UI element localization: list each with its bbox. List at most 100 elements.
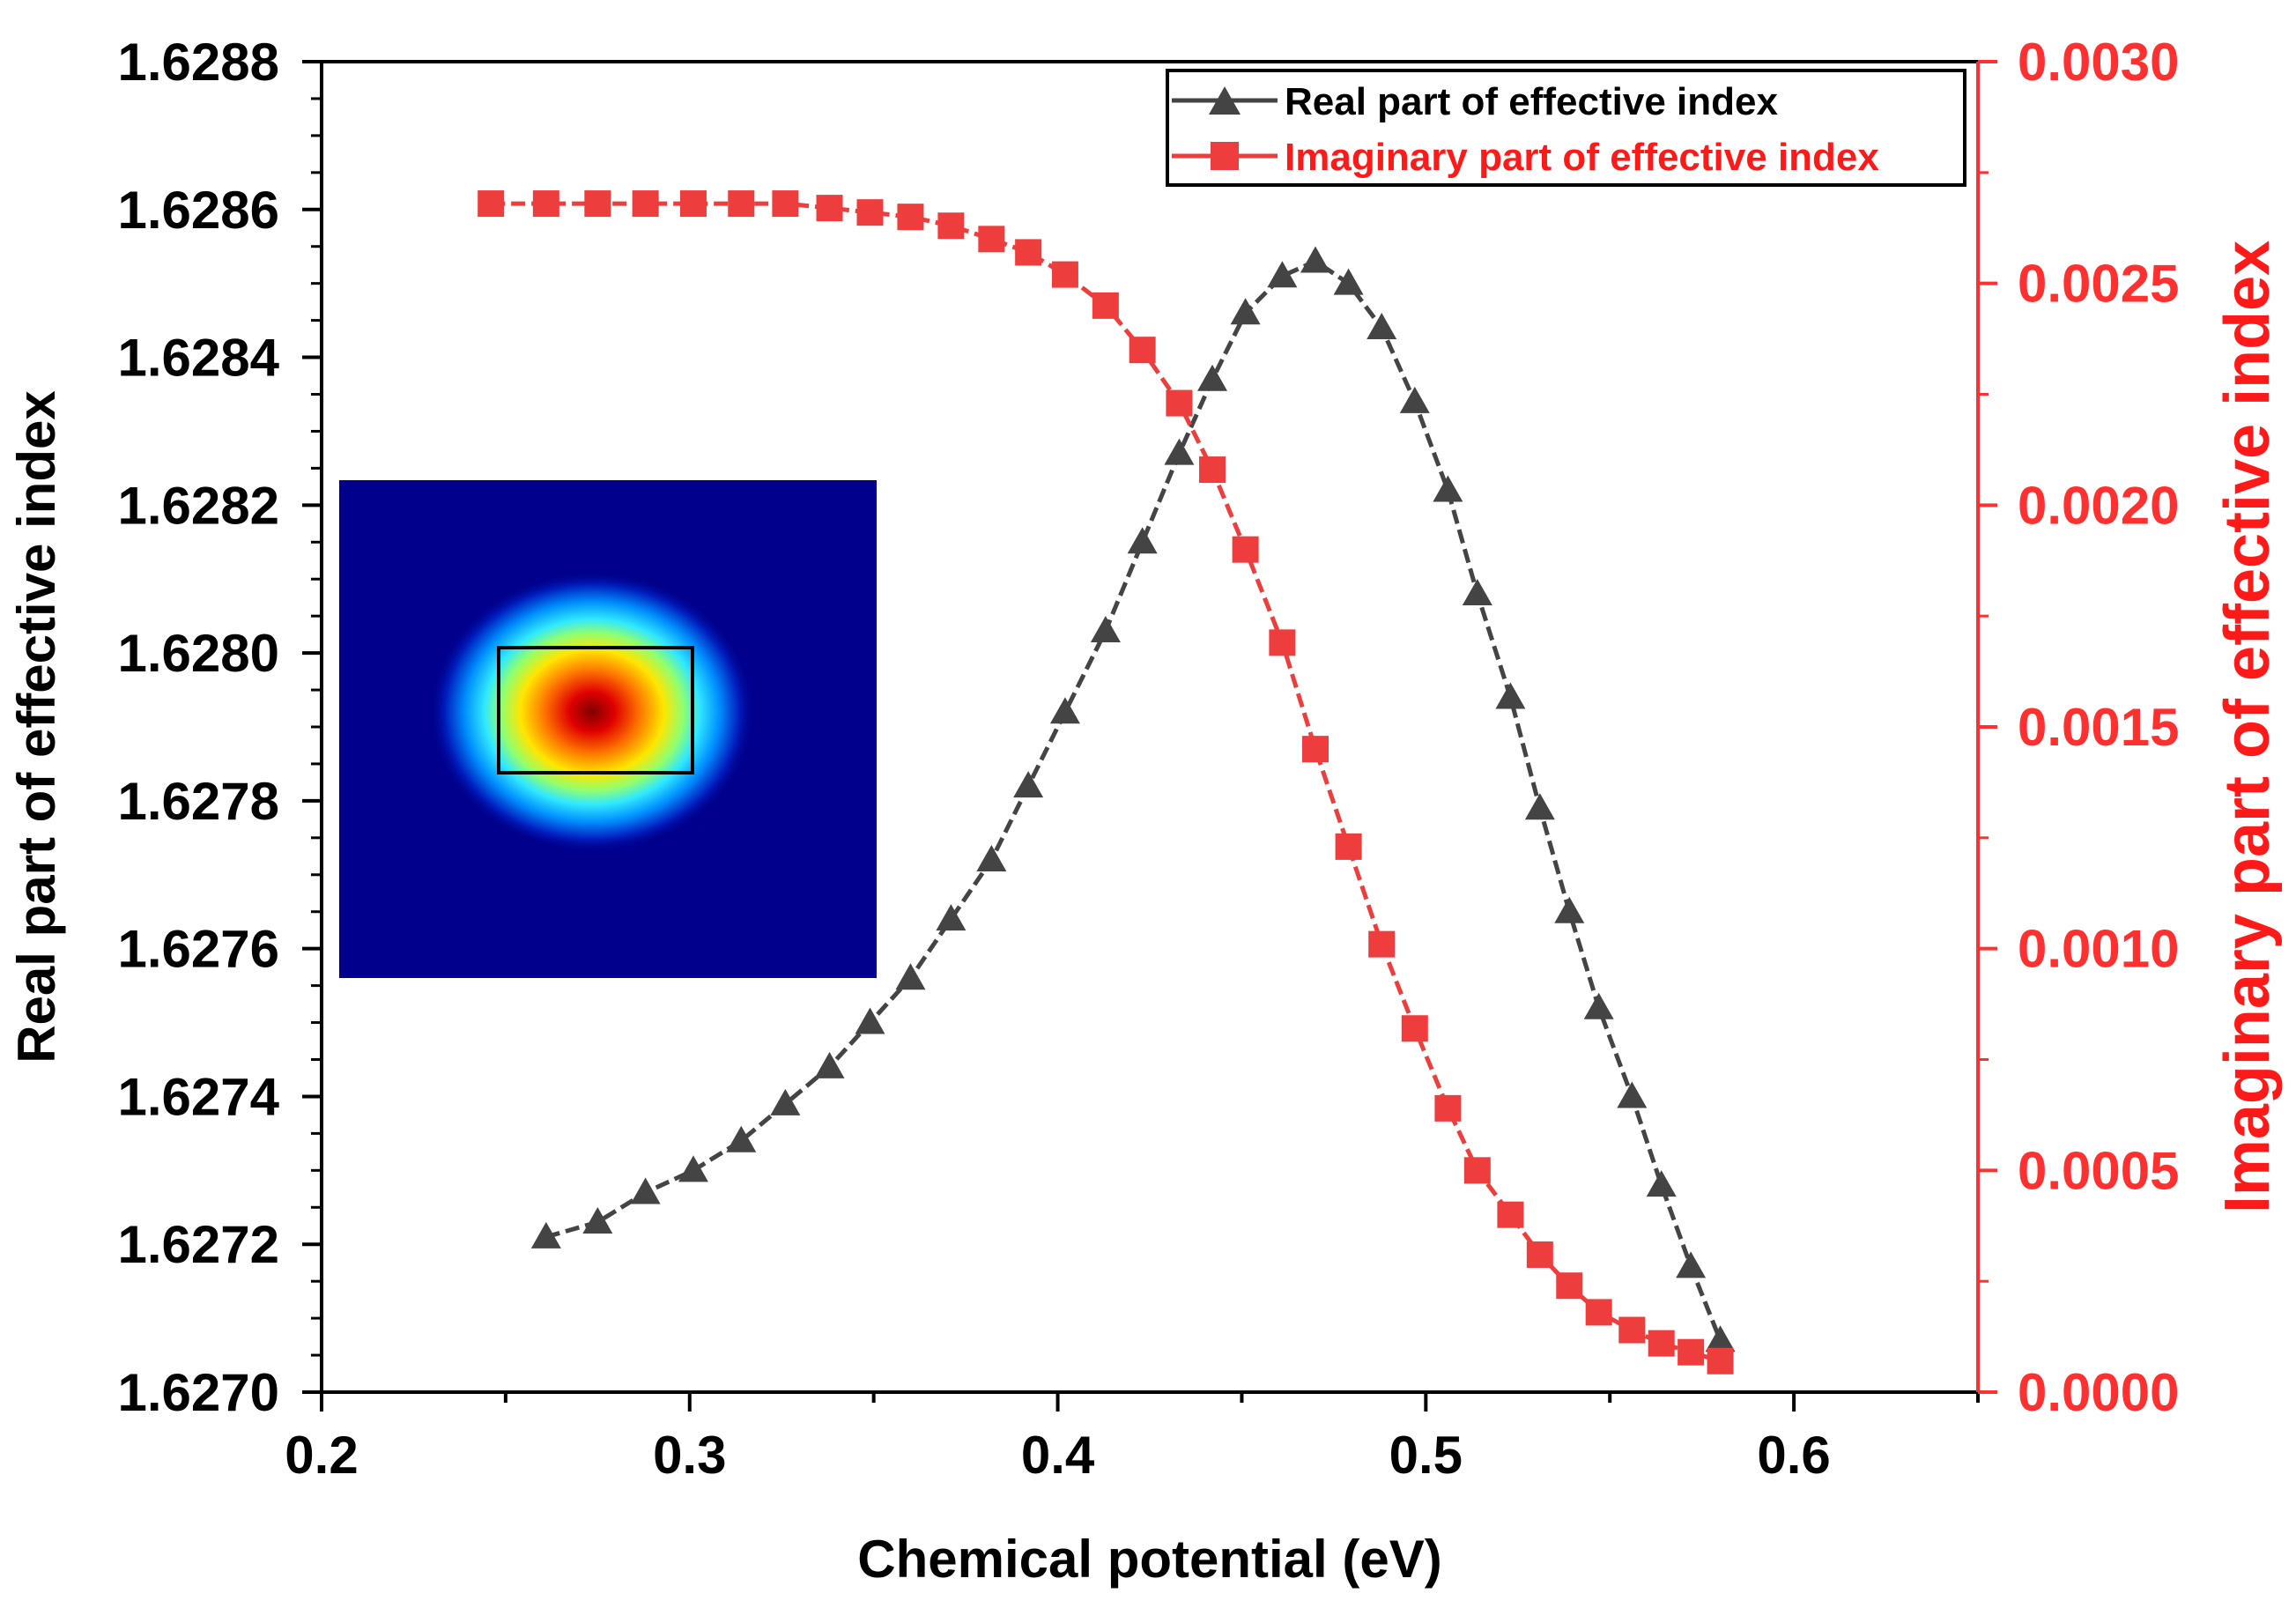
series-real-part [530,246,1736,1352]
data-point-triangle [1230,298,1261,325]
inset-field-glow [429,571,755,853]
data-point-triangle [630,1177,661,1204]
y-left-tick-label: 1.6278 [117,772,279,831]
data-point-square [1092,292,1119,319]
y-left-ticks: 1.6270 1.6272 1.6274 1.6276 1.6278 1.6280 1.62… [117,33,322,1422]
data-point-square [1678,1338,1705,1366]
y-left-tick-label: 1.6274 [117,1067,279,1126]
data-point-triangle [1462,579,1492,605]
right-y-axis-title: Imaginary part of effective index [2212,241,2283,1213]
data-point-square [1302,736,1329,763]
data-point-triangle [895,963,926,990]
legend-imag-marker [1211,142,1239,170]
data-point-square [1199,456,1226,484]
data-point-triangle [530,1221,561,1249]
y-left-tick-label: 1.6282 [117,476,279,535]
data-point-triangle [1646,1170,1677,1197]
data-point-square [532,190,559,218]
y-left-tick-label: 1.6280 [117,624,279,683]
data-point-square [772,190,799,218]
data-point-triangle [936,904,967,931]
legend: Real part of effective index Imaginary p… [1166,69,1966,187]
data-point-square [897,204,924,231]
data-point-square [1269,629,1296,656]
data-point-triangle [1583,992,1614,1019]
data-point-triangle [770,1088,801,1115]
data-point-triangle [726,1125,757,1152]
data-point-square [1368,930,1396,958]
y-right-tick-label: 0.0005 [2018,1141,2180,1200]
legend-box [1166,69,1966,187]
y-right-tick-label: 0.0010 [2018,920,2180,979]
y-left-tick-label: 1.6276 [117,920,279,979]
data-point-square [937,212,965,240]
data-point-square [1585,1299,1612,1326]
data-point-triangle [1554,896,1585,923]
x-axis-title: Chemical potential (eV) [857,1530,1441,1589]
data-point-triangle [1524,793,1555,820]
data-point-square [1556,1272,1583,1300]
series-imaginary-part [478,190,1734,1375]
data-point-triangle [1495,682,1526,709]
data-point-square [1434,1094,1462,1122]
data-point-triangle [1705,1325,1736,1352]
legend-real-label: Real part of effective index [1285,80,1778,123]
data-point-square [1166,389,1193,417]
data-point-triangle [976,845,1007,871]
y-left-tick-label: 1.6284 [117,329,279,388]
data-point-square [1648,1330,1675,1357]
x-tick-label: 0.2 [285,1426,358,1485]
y-right-tick-label: 0.0030 [2018,33,2180,92]
data-point-triangle [855,1007,885,1034]
legend-real-marker [1209,86,1241,115]
data-point-triangle [1049,697,1080,724]
inset-mode-profile [339,480,877,978]
data-point-square [632,190,659,218]
data-point-square [1335,833,1362,860]
y-left-tick-label: 1.6272 [117,1215,279,1274]
data-point-square [679,190,707,218]
data-point-triangle [582,1207,613,1234]
y-left-tick-label: 1.6270 [117,1363,279,1422]
data-point-triangle [1676,1251,1707,1278]
data-point-triangle [1013,771,1044,798]
series-line [491,201,1722,1364]
x-ticks: 0.2 0.3 0.4 0.5 0.6 [285,1392,1980,1485]
left-y-axis-title: Real part of effective index [7,390,66,1063]
y-left-tick-label: 1.6288 [117,33,279,92]
y-right-tick-label: 0.0025 [2018,255,2180,314]
y-left-tick-label: 1.6286 [117,181,279,240]
data-point-triangle [1300,246,1330,273]
data-point-square [478,190,505,218]
data-point-triangle [1366,313,1397,339]
data-point-triangle [1127,527,1158,554]
data-point-square [1707,1347,1734,1375]
x-tick-label: 0.4 [1021,1426,1095,1485]
data-point-triangle [678,1155,708,1182]
data-point-square [584,190,611,218]
data-point-triangle [814,1051,845,1078]
data-point-square [1497,1201,1524,1228]
data-point-square [1129,337,1156,364]
data-point-triangle [1333,268,1364,295]
x-tick-label: 0.3 [653,1426,726,1485]
data-point-square [1463,1157,1491,1184]
inset-waveguide-outline [497,646,694,774]
y-right-tick-label: 0.0000 [2018,1363,2180,1422]
data-point-triangle [1197,364,1228,391]
y-right-tick-label: 0.0020 [2018,476,2180,535]
data-point-square [856,199,884,226]
data-point-square [728,190,755,218]
data-point-square [978,226,1005,253]
x-tick-label: 0.6 [1757,1426,1830,1485]
data-point-square [816,195,843,222]
y-right-tick-label: 0.0015 [2018,698,2180,757]
data-point-triangle [1164,438,1195,465]
data-point-square [1401,1015,1428,1042]
data-point-square [1015,239,1042,266]
data-point-triangle [1433,475,1463,502]
legend-imag-label: Imaginary part of effective index [1285,136,1879,179]
data-point-square [1618,1316,1646,1344]
x-tick-label: 0.5 [1389,1426,1463,1485]
